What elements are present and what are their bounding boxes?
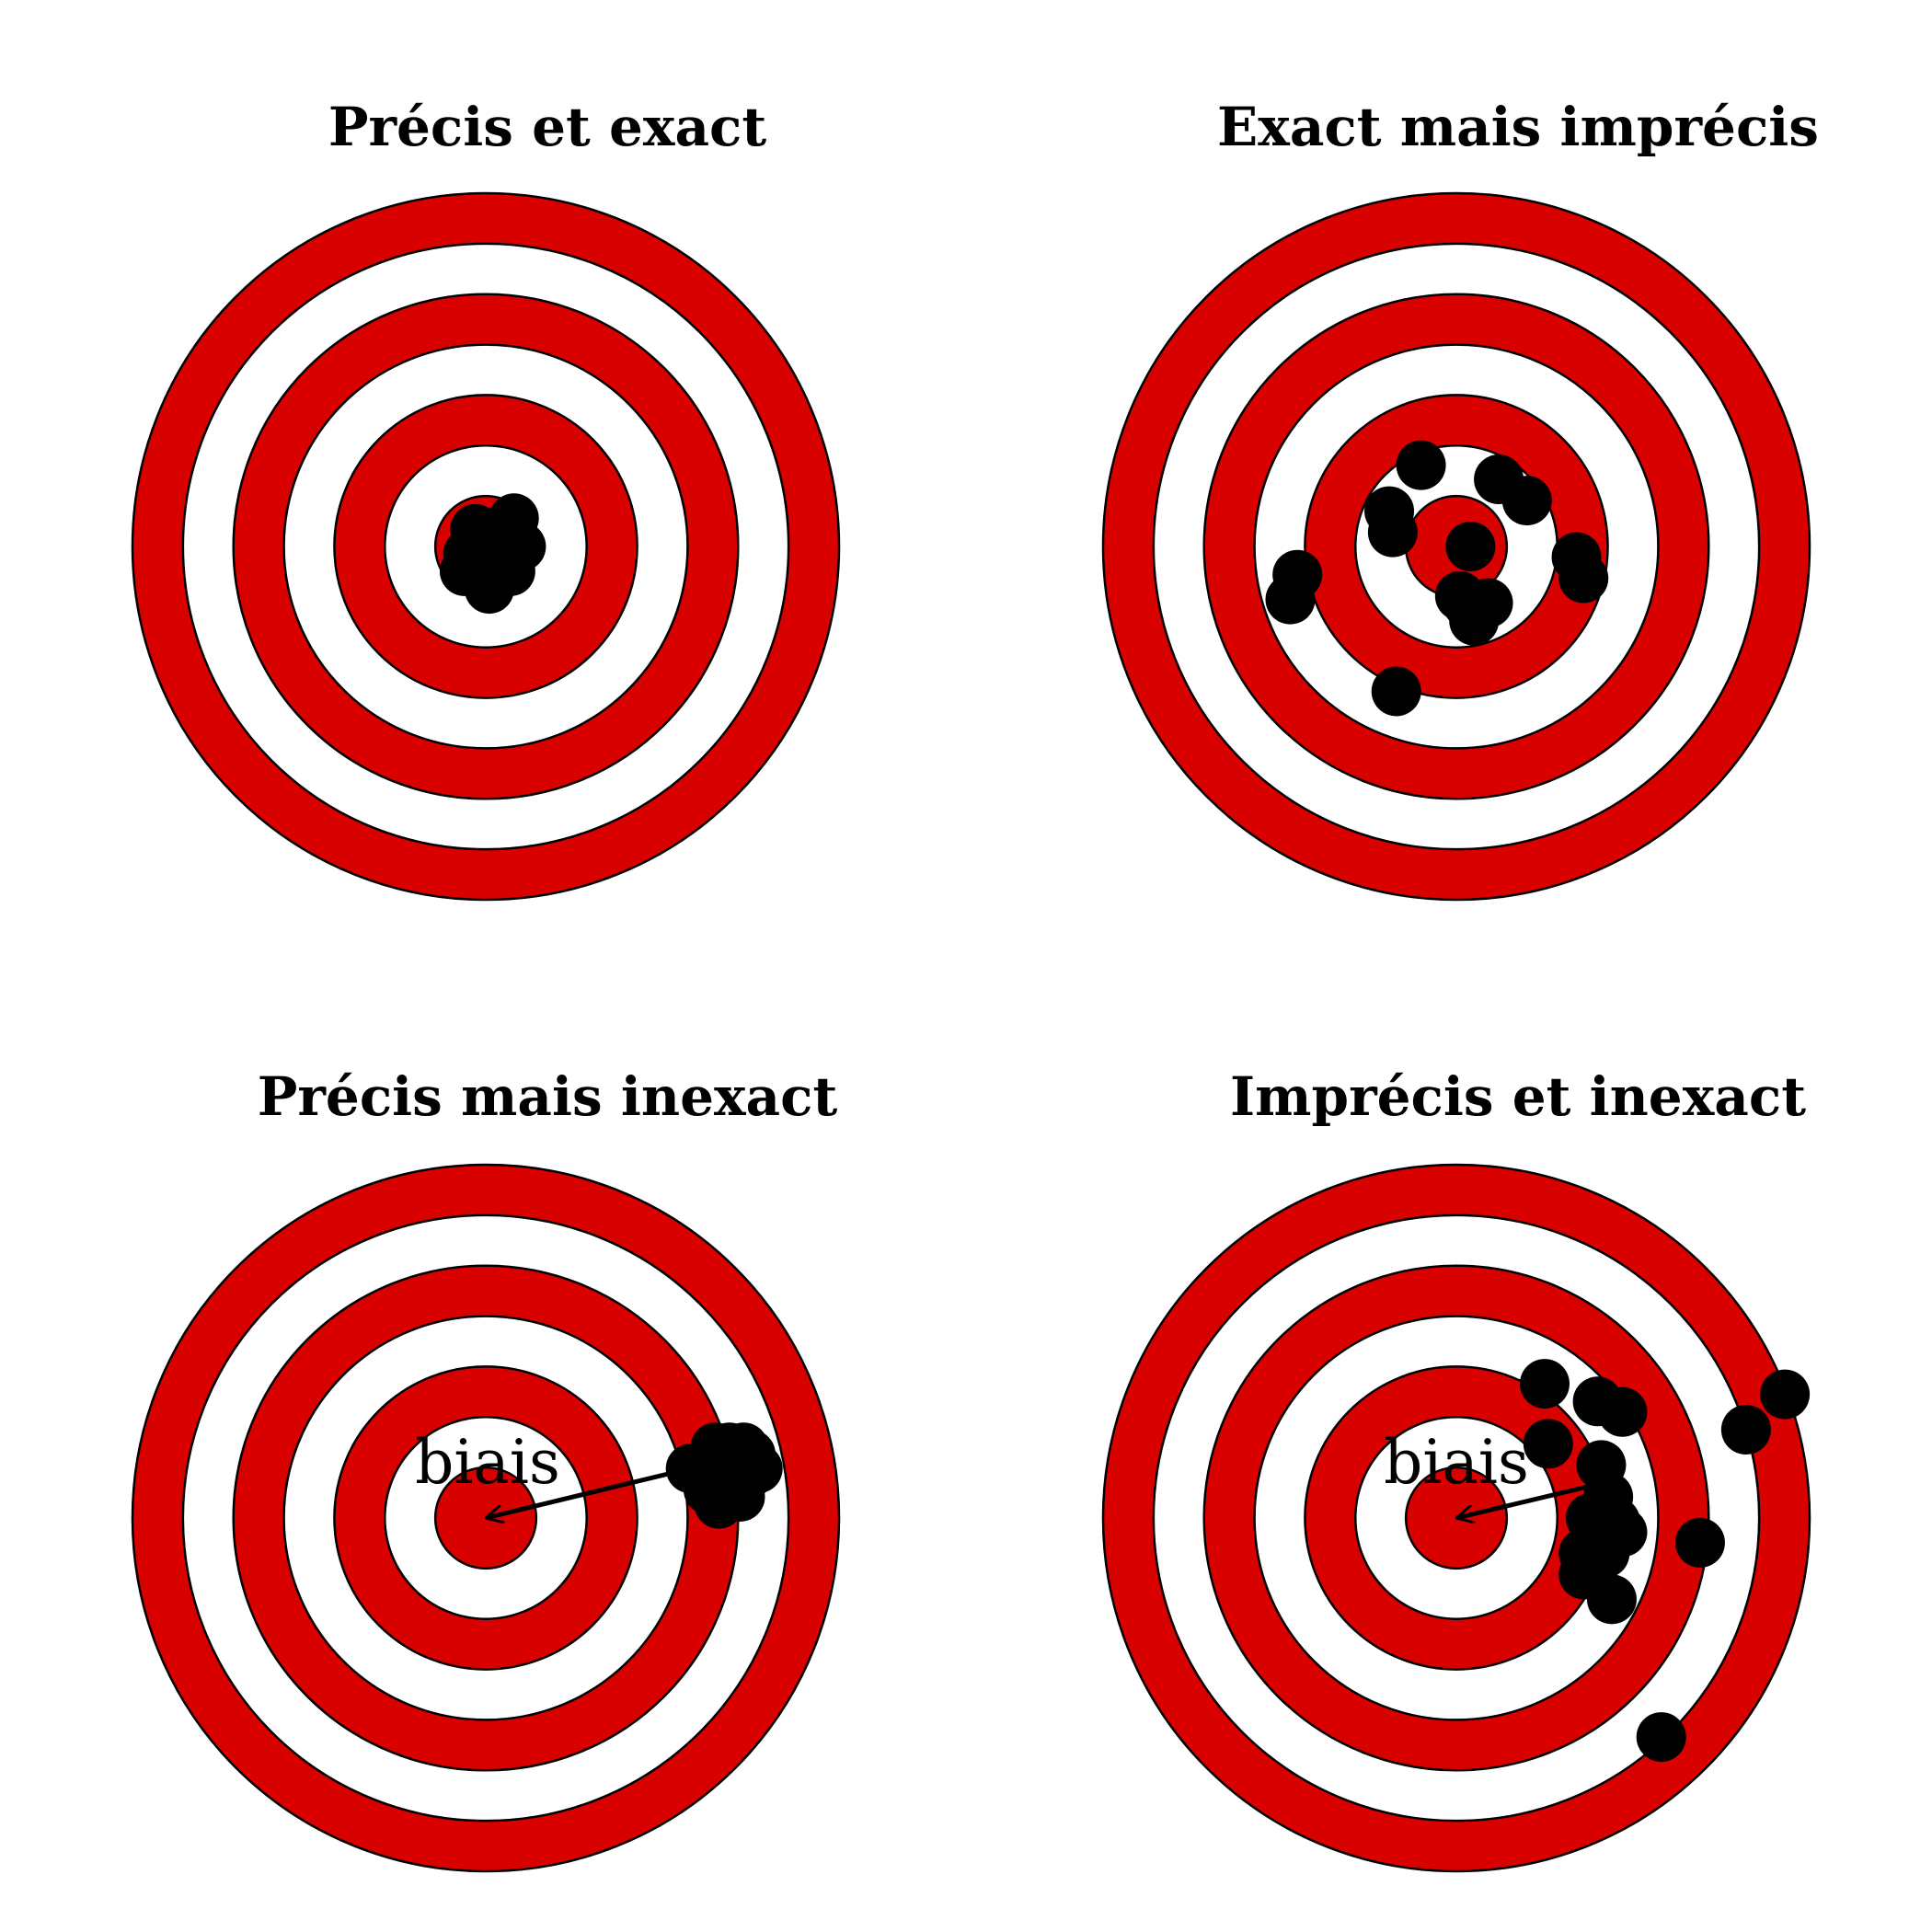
panel-title: Précis et exact (328, 96, 767, 158)
bias-label: biais (415, 1427, 560, 1498)
hit-mark (1720, 1405, 1771, 1455)
bias-label: biais (1384, 1427, 1529, 1498)
panel-title: Exact mais imprécis (1217, 96, 1819, 158)
hit-mark (1586, 1574, 1637, 1625)
hit-cluster (1520, 1359, 1811, 1763)
panel-exact-imprecis: Exact mais imprécis (1101, 96, 1819, 902)
panel-imprecis-inexact: Imprécis et inexact biais (1101, 1065, 1811, 1873)
hit-mark (1597, 1386, 1648, 1437)
hit-mark (1636, 1712, 1686, 1763)
hit-mark (1520, 1359, 1570, 1409)
hit-mark (1445, 522, 1496, 571)
hit-mark (1367, 507, 1418, 558)
panel-title: Imprécis et inexact (1230, 1065, 1806, 1128)
hit-mark (1265, 574, 1316, 625)
panel-precis-inexact: Précis mais inexact biais (131, 1065, 841, 1873)
hit-cluster (439, 493, 546, 615)
hit-mark (683, 1465, 733, 1515)
hit-mark (1371, 666, 1421, 717)
hit-mark (1760, 1369, 1811, 1420)
hit-mark (726, 1429, 776, 1479)
hit-mark (1558, 553, 1609, 604)
hit-mark (1523, 1419, 1573, 1469)
hit-mark (1674, 1517, 1725, 1568)
bias-arrow (1456, 1480, 1605, 1518)
hit-mark (485, 546, 535, 596)
hit-mark (1396, 440, 1446, 490)
hit-mark (1449, 595, 1500, 646)
hit-cluster (665, 1422, 783, 1529)
hit-mark (1501, 476, 1552, 526)
hit-cluster (1265, 440, 1609, 717)
panel-precis-exact: Précis et exact (131, 96, 841, 902)
panel-title: Précis mais inexact (258, 1065, 838, 1128)
